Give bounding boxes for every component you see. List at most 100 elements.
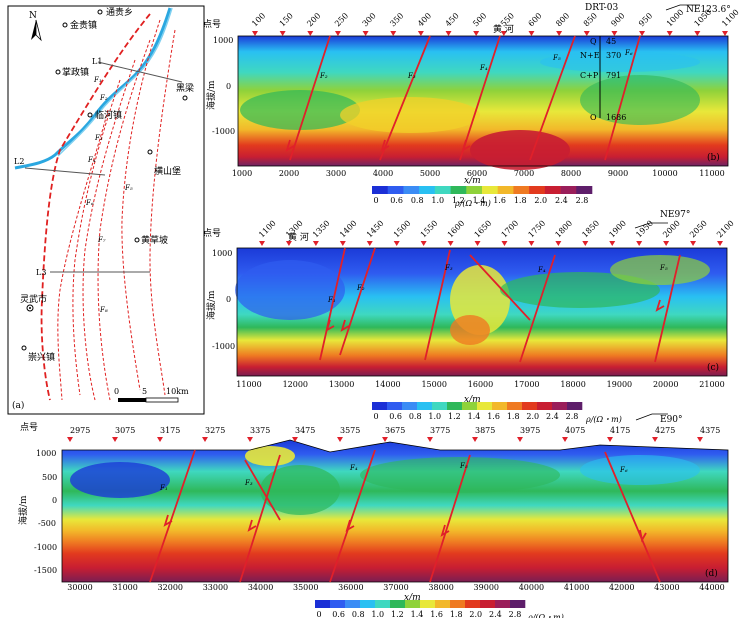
x-tick-label: 2000 bbox=[279, 169, 299, 178]
station-tick: 100 bbox=[250, 11, 267, 28]
station-tick: 4175 bbox=[610, 426, 630, 435]
x-tick-label: 36000 bbox=[338, 583, 363, 592]
svg-text:1000: 1000 bbox=[213, 36, 233, 45]
ylabel-d: 海拔/m bbox=[17, 495, 29, 525]
station-marker bbox=[337, 437, 343, 442]
colorbar-swatch bbox=[507, 402, 523, 410]
colorbar-tick: 0.8 bbox=[409, 412, 422, 421]
station-marker bbox=[157, 437, 163, 442]
x-tick-label: 40000 bbox=[519, 583, 544, 592]
colorbar-swatch bbox=[405, 600, 421, 608]
station-marker bbox=[417, 31, 424, 36]
colorbar-swatch bbox=[330, 600, 346, 608]
station-tick: 450 bbox=[444, 11, 461, 28]
colorbar-tick: 0.8 bbox=[352, 610, 365, 618]
colorbar-swatch bbox=[387, 186, 404, 194]
colorbar-swatch bbox=[372, 402, 388, 410]
station-tick: 2050 bbox=[688, 219, 709, 240]
colorbar-swatch bbox=[417, 402, 433, 410]
svg-text:-1000: -1000 bbox=[34, 543, 57, 552]
svg-text:10km: 10km bbox=[166, 387, 189, 396]
station-marker bbox=[722, 31, 728, 36]
line-label-l2: L2 bbox=[14, 157, 24, 166]
station-tick: 3075 bbox=[115, 426, 135, 435]
station-tick: 500 bbox=[471, 11, 488, 28]
station-marker bbox=[607, 437, 613, 442]
svg-text:791: 791 bbox=[606, 71, 621, 80]
survey-line-l1 bbox=[97, 61, 183, 83]
x-tick-label: 19000 bbox=[607, 380, 632, 389]
station-label-d: 点号 bbox=[20, 422, 38, 433]
station-tick: 2975 bbox=[70, 426, 90, 435]
station-marker bbox=[611, 31, 618, 36]
x-tick-label: 9000 bbox=[608, 169, 628, 178]
station-marker bbox=[717, 241, 723, 246]
station-tick: 300 bbox=[361, 11, 378, 28]
station-marker bbox=[202, 437, 208, 442]
x-tick-label: 13000 bbox=[329, 380, 354, 389]
svg-text:DRT-03: DRT-03 bbox=[585, 3, 618, 13]
svg-text:F₄: F₄ bbox=[349, 464, 358, 472]
svg-text:F₃: F₃ bbox=[444, 264, 453, 272]
station-tick: 200 bbox=[305, 11, 322, 28]
station-tick: 150 bbox=[278, 11, 295, 28]
station-tick: 950 bbox=[637, 11, 654, 28]
svg-text:370: 370 bbox=[606, 51, 621, 60]
svg-text:-1500: -1500 bbox=[34, 566, 57, 575]
station-tick: 3675 bbox=[385, 426, 405, 435]
north-label: N bbox=[29, 11, 37, 21]
azimuth-d: E90° bbox=[660, 415, 683, 425]
colorbar-tick: 2.4 bbox=[555, 196, 568, 205]
svg-text:0: 0 bbox=[226, 82, 231, 91]
x-tick-label: 17000 bbox=[514, 380, 539, 389]
station-marker bbox=[582, 241, 589, 246]
station-tick: 1800 bbox=[553, 219, 574, 240]
colorbar-unit: ρ/(Ω・m) bbox=[527, 613, 564, 618]
colorbar-tick: 0.8 bbox=[411, 196, 424, 205]
station-tick: 800 bbox=[554, 11, 571, 28]
colorbar-tick: 2.8 bbox=[509, 610, 522, 618]
svg-text:-1000: -1000 bbox=[212, 342, 235, 351]
station-marker bbox=[279, 31, 286, 36]
x-tick-label: 33000 bbox=[203, 583, 228, 592]
station-tick: 1750 bbox=[526, 219, 547, 240]
station-tick: 2100 bbox=[715, 219, 736, 240]
svg-text:F₄: F₄ bbox=[479, 64, 488, 72]
town-heiliang: 黑梁 bbox=[176, 82, 194, 94]
colorbar-tick: 1.4 bbox=[473, 196, 486, 205]
svg-text:500: 500 bbox=[42, 473, 57, 482]
station-marker bbox=[472, 437, 478, 442]
x-tick-label: 5000 bbox=[420, 169, 440, 178]
station-marker bbox=[501, 241, 508, 246]
line-label-l1: L1 bbox=[92, 57, 102, 66]
station-marker bbox=[562, 437, 568, 442]
line-label-l3: L3 bbox=[36, 268, 46, 277]
svg-text:N+E: N+E bbox=[580, 51, 600, 60]
river-label-b: 黄 河 bbox=[493, 23, 514, 35]
svg-text:F₅: F₅ bbox=[659, 264, 668, 272]
colorbar-swatch bbox=[482, 186, 499, 194]
x-tick-label: 10000 bbox=[652, 169, 677, 178]
section-b: 点号 100 150 200 250 300 350 400 450 500 550 600 800 8… bbox=[203, 3, 741, 208]
x-tick-label: 1000 bbox=[232, 169, 252, 178]
fault-trace-west bbox=[40, 13, 151, 401]
panel-label-d: (d) bbox=[705, 568, 718, 579]
station-marker bbox=[690, 241, 697, 246]
colorbar-swatch bbox=[480, 600, 496, 608]
colorbar-swatch bbox=[435, 600, 451, 608]
station-tick: 1500 bbox=[392, 219, 413, 240]
station-marker bbox=[362, 31, 369, 36]
station-marker bbox=[609, 241, 616, 246]
colorbar-swatch bbox=[510, 600, 526, 608]
svg-text:5: 5 bbox=[142, 387, 147, 396]
colorbar-tick: 1.6 bbox=[487, 412, 500, 421]
station-marker bbox=[67, 437, 73, 442]
map-fault-f3: F₃ bbox=[94, 134, 103, 142]
station-tick: 3975 bbox=[520, 426, 540, 435]
map-fault-f8: F₈ bbox=[99, 306, 108, 314]
colorbar-tick: 2.0 bbox=[534, 196, 547, 205]
station-marker bbox=[427, 437, 433, 442]
azimuth-arrow-c-icon bbox=[634, 222, 668, 229]
station-marker bbox=[393, 241, 400, 246]
station-marker bbox=[312, 241, 319, 246]
